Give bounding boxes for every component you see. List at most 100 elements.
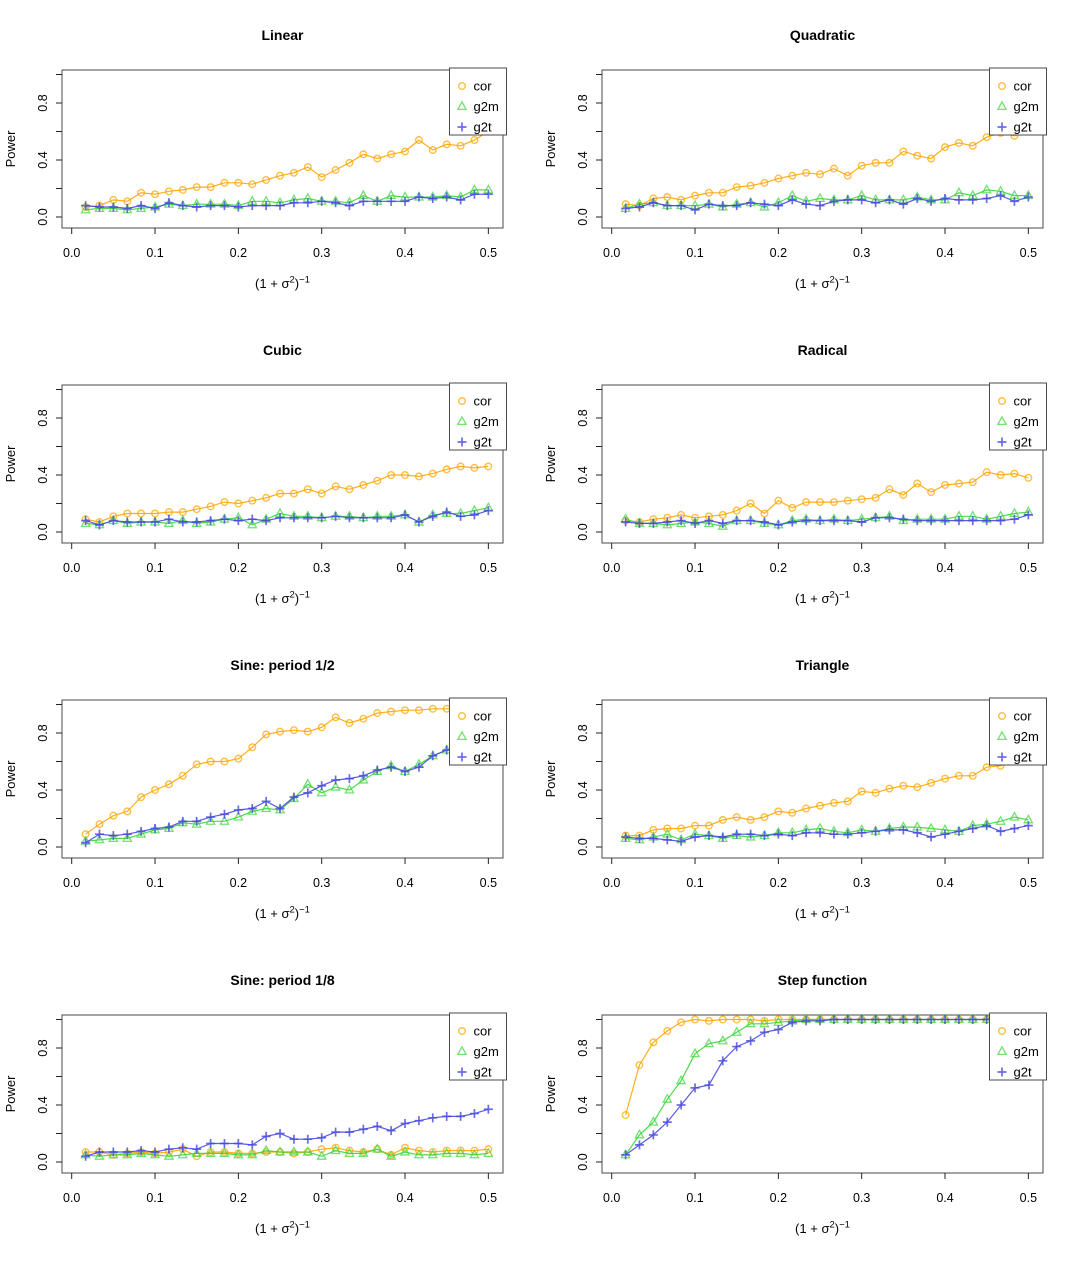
circle-marker <box>289 168 298 177</box>
plus-marker <box>634 833 644 843</box>
y-tick-label: 0.8 <box>576 409 590 426</box>
x-tick-label: 0.3 <box>313 1191 330 1205</box>
circle-marker <box>95 820 104 829</box>
plus-marker <box>815 201 825 211</box>
plus-marker <box>926 516 936 526</box>
plot-box <box>61 69 504 229</box>
legend: cor g2m g2t <box>989 1012 1047 1081</box>
triangle-marker <box>302 778 313 788</box>
plus-marker <box>81 516 91 526</box>
x-tick-label: 0.2 <box>770 246 787 260</box>
circle-marker <box>746 815 755 824</box>
circle-marker <box>816 801 825 810</box>
plus-marker <box>843 1015 853 1024</box>
plus-marker <box>662 835 672 845</box>
plot-box <box>601 699 1044 859</box>
plus-marker <box>829 829 839 839</box>
plus-marker <box>456 195 466 205</box>
legend-label-cor: cor <box>1014 79 1033 94</box>
triangle-marker <box>996 1045 1008 1056</box>
plot-svg-linear: Linear 0.0 0.1 0.2 0.3 0.4 0.5 0.0 0.4 0.8 (1 + σ2… <box>3 27 507 291</box>
x-tick-label: 0.1 <box>146 246 163 260</box>
series-line-g2t <box>625 1018 1029 1156</box>
y-tick-label: 0.0 <box>36 1153 50 1170</box>
plus-marker <box>206 812 216 822</box>
y-axis-label: Power <box>543 760 558 798</box>
plus-marker <box>926 196 936 206</box>
legend-label-cor: cor <box>1014 709 1033 724</box>
x-tick-label: 0.0 <box>603 246 620 260</box>
x-tick-label: 0.3 <box>313 246 330 260</box>
circle-marker <box>802 498 811 507</box>
circle-marker <box>123 807 132 816</box>
plus-marker <box>843 829 853 839</box>
plus-marker <box>261 796 271 806</box>
x-axis-label: (1 + σ2)−1 <box>795 275 850 292</box>
triangle-marker <box>731 1026 742 1036</box>
plus-marker <box>428 1113 438 1123</box>
plus-marker <box>954 516 964 526</box>
triangle-marker <box>135 828 147 838</box>
plus-marker <box>289 792 299 802</box>
legend: cor g2m g2t <box>449 697 507 766</box>
circle-marker <box>442 140 451 149</box>
plus-marker <box>94 829 104 839</box>
triangle-marker <box>995 815 1006 825</box>
y-tick-label: 0.0 <box>576 838 590 855</box>
triangle-marker <box>814 192 826 203</box>
y-tick-label: 0.0 <box>576 523 590 540</box>
legend-label-g2t: g2t <box>1014 120 1032 135</box>
triangle-marker <box>745 831 756 841</box>
plus-marker <box>400 196 410 206</box>
y-axis-label: Power <box>543 445 558 483</box>
circle-marker <box>704 188 713 197</box>
plus-marker <box>996 191 1006 201</box>
series-line-cor <box>625 1018 1029 1116</box>
plot-svg-triangle: Triangle 0.0 0.1 0.2 0.3 0.4 0.5 0.0 0.4 0.8 (1 + … <box>543 657 1047 921</box>
circle-marker <box>428 704 437 713</box>
series-line-g2t <box>625 194 1029 211</box>
plus-marker <box>997 1067 1007 1077</box>
plus-marker <box>940 193 950 203</box>
plot-box <box>61 384 504 544</box>
plus-marker <box>1009 514 1019 524</box>
circle-marker <box>345 485 354 494</box>
x-tick-label: 0.1 <box>146 1191 163 1205</box>
triangle-marker <box>108 1148 119 1159</box>
panel-triangle: Triangle 0.0 0.1 0.2 0.3 0.4 0.5 0.0 0.4 0.8 (1 + … <box>540 630 1080 945</box>
circle-marker <box>885 485 894 494</box>
plot-svg-quadratic: Quadratic 0.0 0.1 0.2 0.3 0.4 0.5 0.0 0.4 0.8 (1 +… <box>543 27 1047 292</box>
plus-marker <box>982 516 992 526</box>
circle-marker <box>677 1018 686 1027</box>
plus-marker <box>164 514 174 524</box>
plus-marker <box>759 517 769 527</box>
plus-marker <box>219 1138 229 1148</box>
plus-marker <box>801 199 811 209</box>
circle-marker <box>456 462 465 471</box>
circle-marker <box>458 1026 467 1035</box>
circle-marker <box>760 813 769 822</box>
triangle-marker <box>288 1146 300 1156</box>
plus-marker <box>912 828 922 838</box>
panel-title: Triangle <box>796 657 850 673</box>
circle-marker <box>691 1015 700 1024</box>
x-axis-label: (1 + σ2)−1 <box>795 590 850 607</box>
panel-linear: Linear 0.0 0.1 0.2 0.3 0.4 0.5 0.0 0.4 0.8 (1 + σ2… <box>0 0 540 315</box>
x-tick-label: 0.1 <box>686 876 703 890</box>
plus-marker <box>954 195 964 205</box>
triangle-marker <box>703 517 715 527</box>
x-tick-label: 0.4 <box>396 1191 413 1205</box>
circle-marker <box>331 713 340 722</box>
circle-marker <box>885 784 894 793</box>
plus-marker <box>634 202 644 212</box>
plus-marker <box>219 514 229 524</box>
plus-marker <box>759 831 769 841</box>
legend: cor g2m g2t <box>449 1012 507 1081</box>
circle-marker <box>732 1015 741 1024</box>
x-tick-label: 0.3 <box>853 1191 870 1205</box>
plus-marker <box>358 1124 368 1134</box>
plus-marker <box>773 1024 783 1034</box>
circle-marker <box>941 774 950 783</box>
circle-marker <box>164 780 173 789</box>
triangle-marker <box>662 518 673 529</box>
